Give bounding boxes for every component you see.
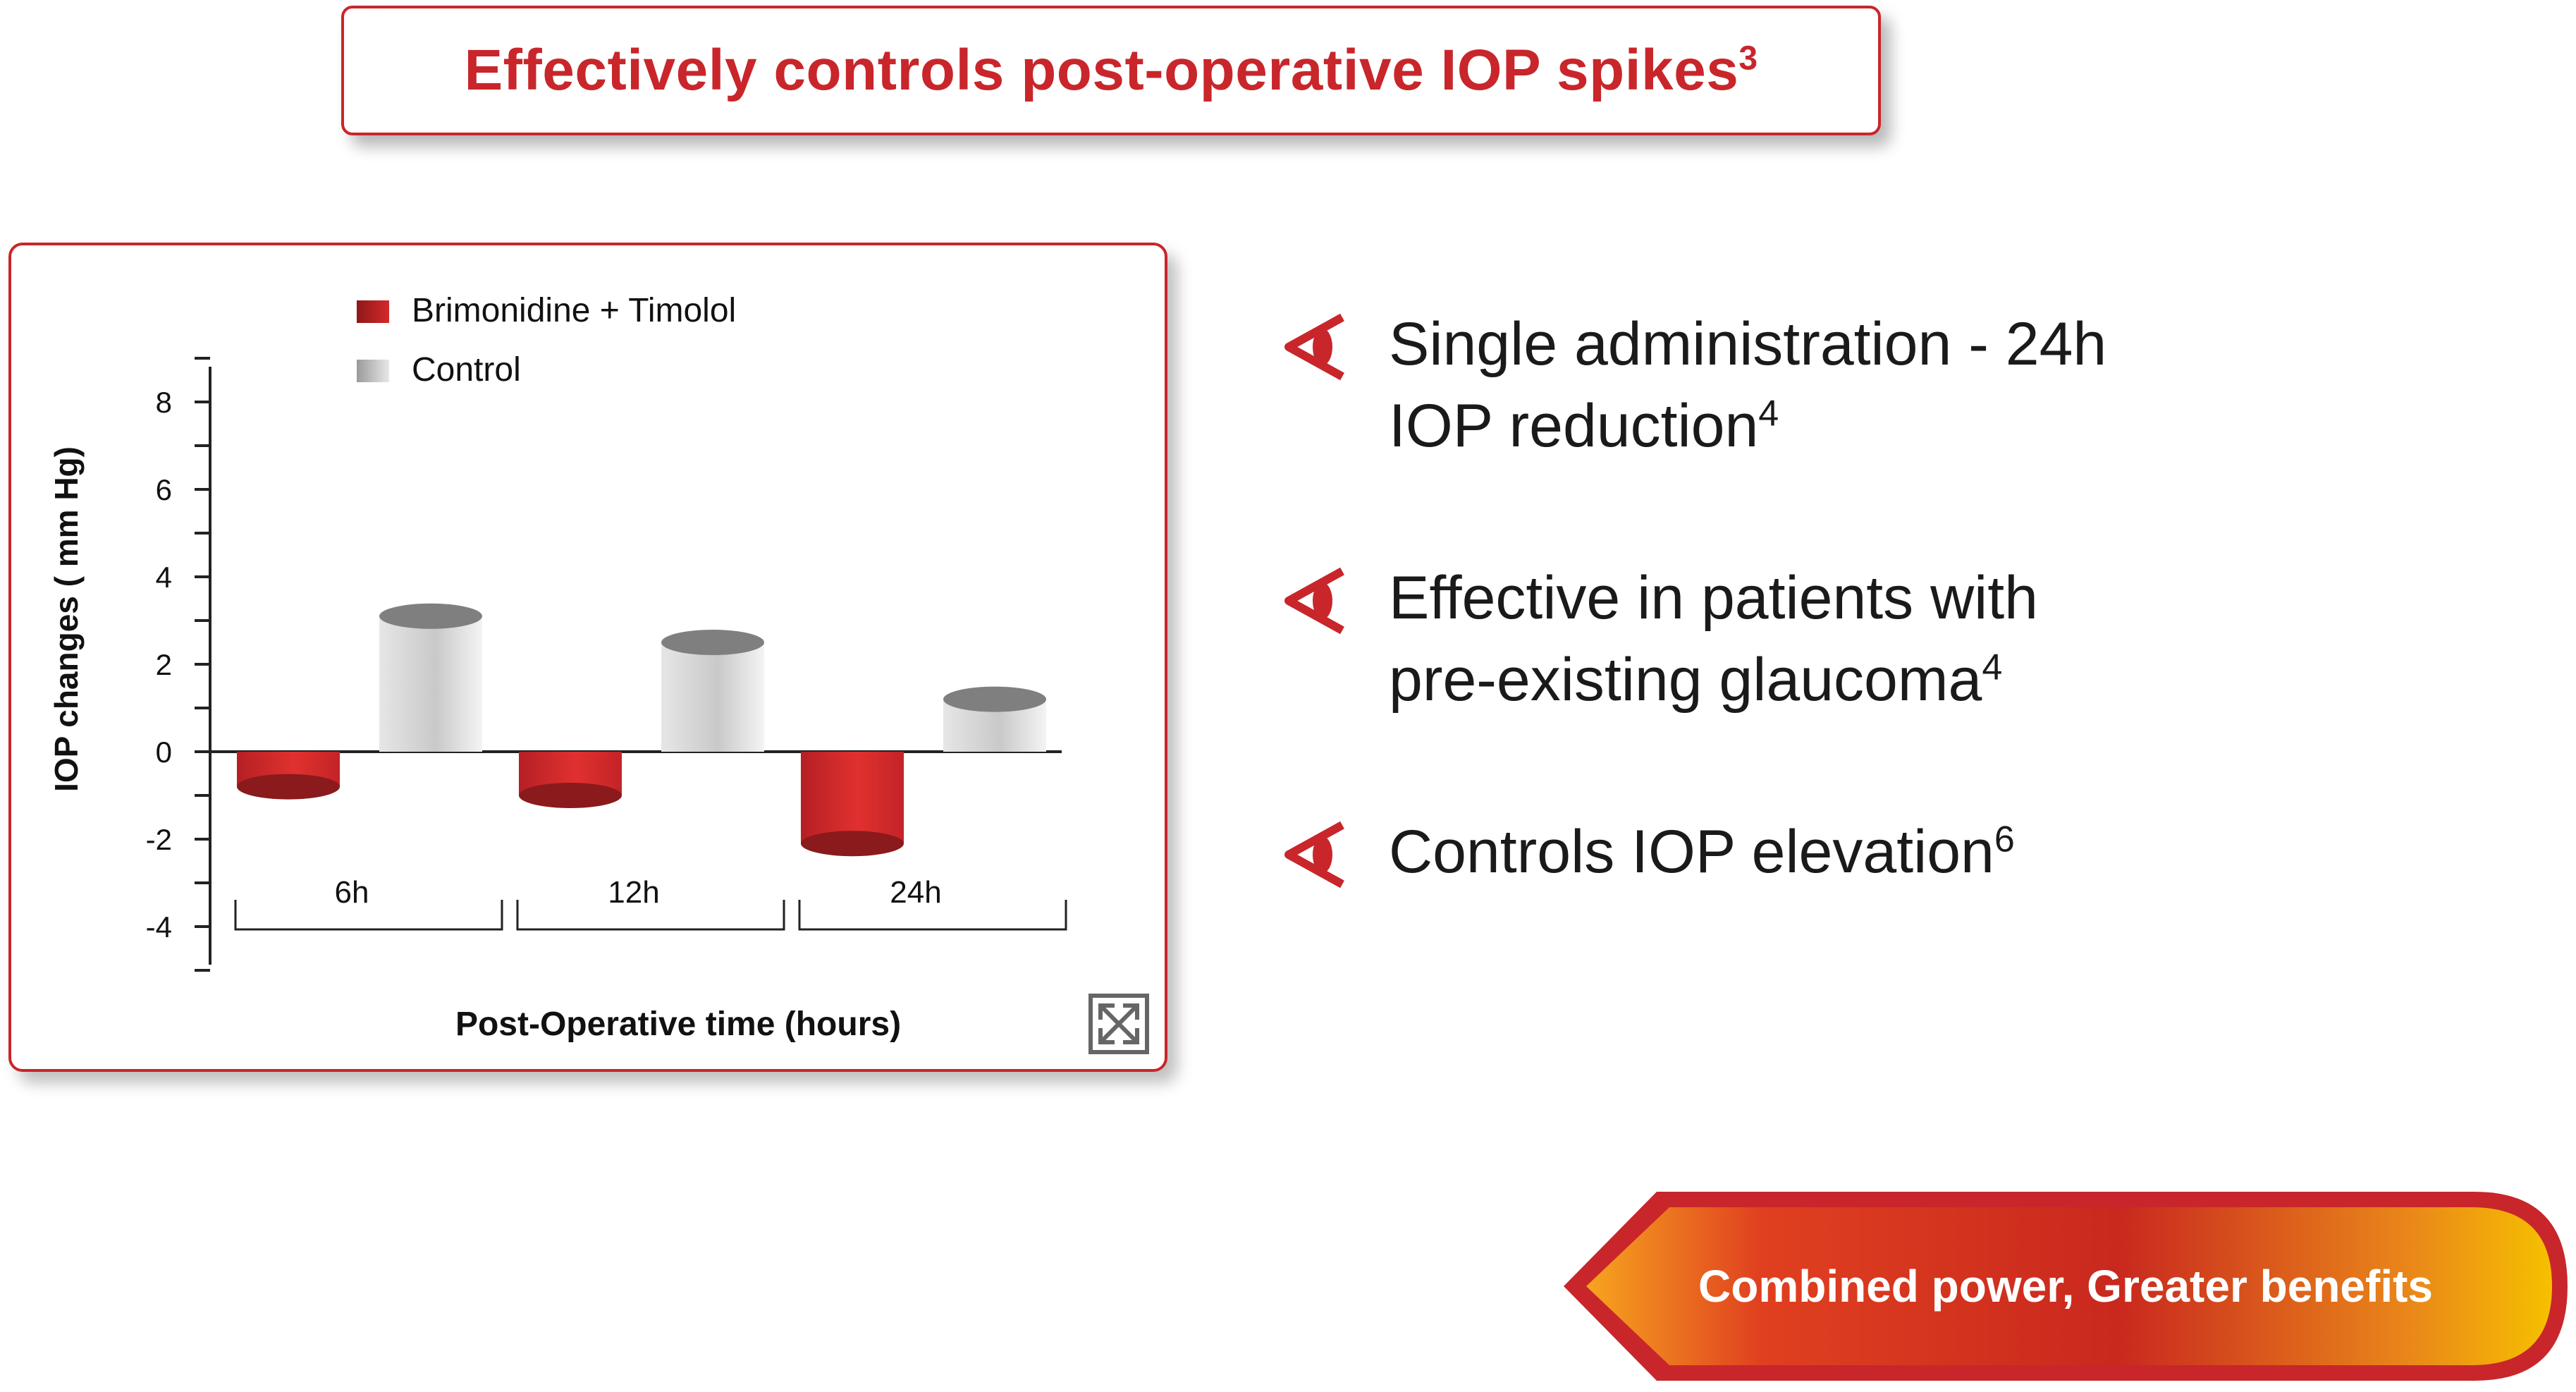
benefit-line: Effective in patients with: [1389, 564, 2039, 632]
benefit-item-2: Effective in patients with pre-existing …: [1283, 557, 2038, 721]
y-tick-label: -2: [146, 823, 172, 856]
bar: [661, 642, 764, 752]
legend-swatch: [357, 360, 389, 382]
x-axis-label: Post-Operative time (hours): [455, 1006, 901, 1043]
title-main: Effectively controls post-operative IOP …: [464, 38, 1739, 102]
eye-icon: [1284, 313, 1344, 381]
y-axis-label: IOP changes ( mm Hg): [48, 446, 85, 792]
benefit-reference: 4: [1982, 647, 2003, 688]
y-tick-label: 0: [156, 735, 172, 769]
benefit-line: pre-existing glaucoma: [1389, 646, 1982, 714]
benefit-line: Controls IOP elevation: [1389, 818, 1994, 886]
y-tick-label: 4: [156, 561, 172, 594]
benefit-text-1: Single administration - 24h IOP reductio…: [1389, 303, 2106, 467]
y-tick-label: 8: [156, 386, 172, 419]
bar-cap: [379, 603, 482, 629]
page-title: Effectively controls post-operative IOP …: [464, 37, 1758, 104]
banner-label: Combined power, Greater benefits: [1698, 1261, 2433, 1312]
legend-label: Control: [412, 351, 521, 389]
title-box: Effectively controls post-operative IOP …: [341, 6, 1881, 135]
legend-label: Brimonidine + Timolol: [412, 292, 736, 329]
bar: [379, 616, 482, 752]
bar-cap: [943, 686, 1046, 712]
category-bracket: [516, 900, 785, 931]
banner-shape: [1564, 1192, 2568, 1381]
benefit-item-1: Single administration - 24h IOP reductio…: [1283, 303, 2106, 467]
benefit-item-3: Controls IOP elevation6: [1283, 811, 2015, 893]
legend-swatch: [357, 300, 389, 323]
bar-cap: [661, 630, 764, 655]
chart-card: 8 6 4 2 0 -2 -4 6h 12h 24h Brimonidine + Timolol…: [8, 243, 1167, 1072]
bar-cap: [237, 774, 340, 800]
expand-icon[interactable]: [1088, 994, 1149, 1054]
iop-chart: 8 6 4 2 0 -2 -4 6h 12h 24h Brimonidine + Timolol…: [48, 292, 1149, 1054]
y-tick-label: 6: [156, 473, 172, 506]
category-bracket: [234, 900, 503, 931]
benefit-reference: 6: [1994, 819, 2015, 860]
title-reference: 3: [1738, 39, 1758, 78]
bar-cap: [801, 831, 904, 857]
x-category-label: 12h: [608, 875, 659, 910]
y-tick-label: -4: [146, 910, 172, 944]
bar-cap: [519, 783, 622, 808]
category-bracket: [798, 900, 1067, 931]
x-category-label: 6h: [335, 875, 369, 910]
benefit-line: Single administration - 24h: [1389, 310, 2107, 378]
eye-icon: [1284, 821, 1344, 889]
benefit-text-2: Effective in patients with pre-existing …: [1389, 557, 2038, 721]
bar: [801, 752, 904, 844]
benefit-reference: 4: [1758, 393, 1779, 434]
benefit-text-3: Controls IOP elevation6: [1389, 811, 2015, 893]
eye-icon: [1284, 567, 1344, 635]
y-tick-label: 2: [156, 648, 172, 681]
benefit-line: IOP reduction: [1389, 392, 1759, 460]
x-category-label: 24h: [890, 875, 941, 910]
